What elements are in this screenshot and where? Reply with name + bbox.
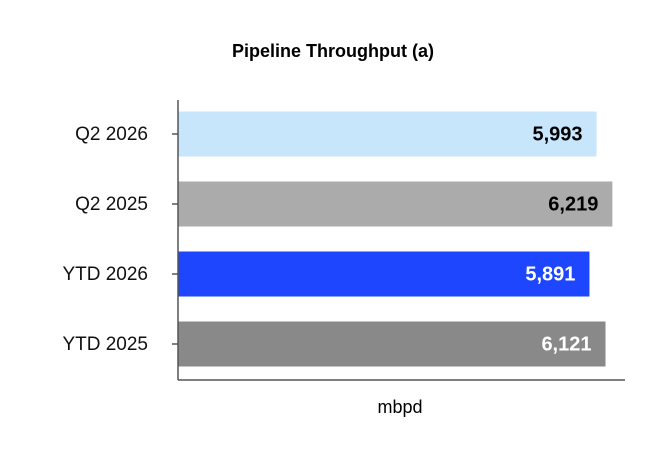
y-tick-label: Q2 2026 bbox=[75, 124, 148, 145]
y-tick-label: YTD 2025 bbox=[62, 334, 148, 355]
value-label: 6,121 bbox=[541, 333, 591, 355]
bar bbox=[178, 251, 590, 297]
value-label: 5,891 bbox=[525, 263, 575, 285]
chart-title: Pipeline Throughput (a) bbox=[232, 41, 434, 61]
bar bbox=[178, 111, 597, 157]
bar bbox=[178, 181, 613, 227]
bar bbox=[178, 321, 606, 367]
value-label: 6,219 bbox=[548, 193, 598, 215]
value-label: 5,993 bbox=[533, 123, 583, 145]
y-tick-label: Q2 2025 bbox=[75, 194, 148, 215]
y-tick-label: YTD 2026 bbox=[62, 264, 148, 285]
x-axis-label: mbpd bbox=[377, 397, 422, 417]
